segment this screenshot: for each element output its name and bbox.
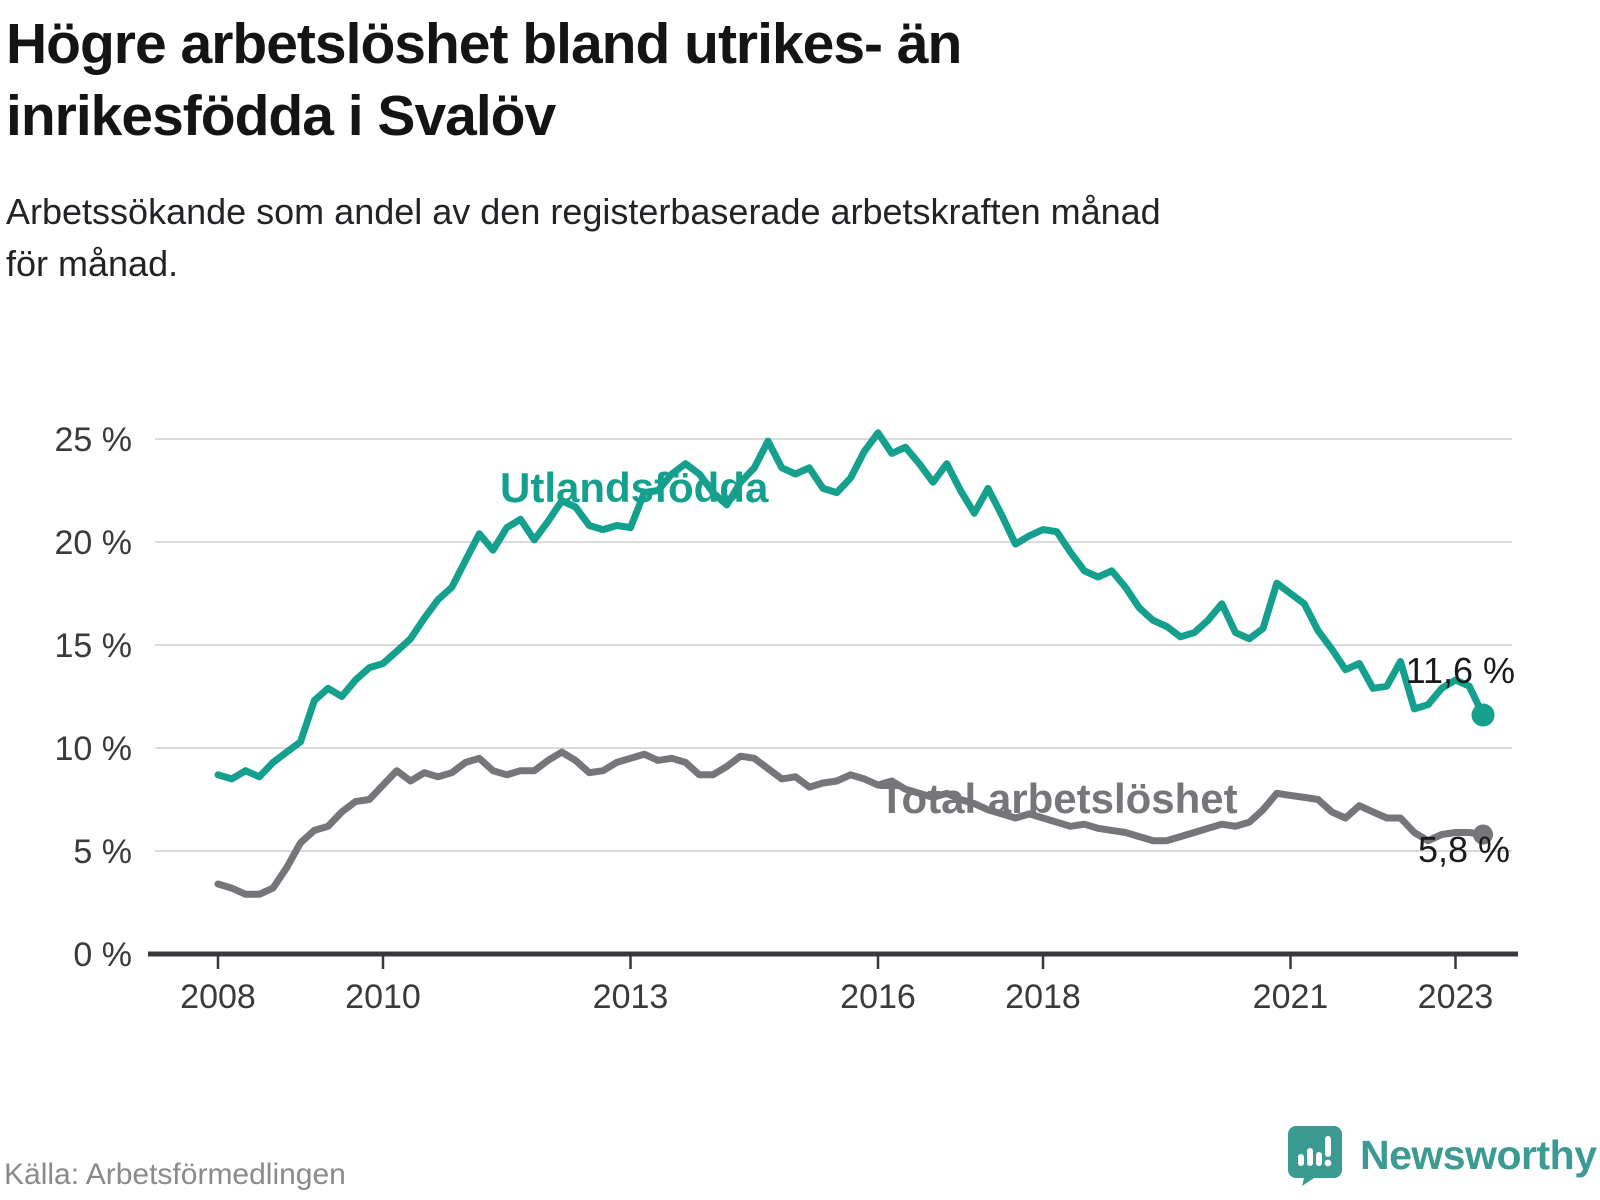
- exclamation-dot: [1324, 1159, 1332, 1167]
- bar-1: [1298, 1154, 1304, 1166]
- series-line-utlandsfodda: [214, 429, 1487, 783]
- y-tick-label: 20 %: [55, 524, 133, 562]
- end-value-total-arbetsloshet: 5,8 %: [1417, 829, 1510, 870]
- bar-3: [1316, 1152, 1322, 1166]
- y-tick-label: 0 %: [73, 936, 132, 974]
- chart-title: Högre arbetslöshet bland utrikes- än inr…: [6, 12, 962, 148]
- newsworthy-logo-text: Newsworthy: [1360, 1131, 1597, 1178]
- x-tick-label: 2013: [593, 978, 669, 1016]
- y-tick-label: 5 %: [73, 833, 132, 871]
- bar-2: [1307, 1148, 1313, 1166]
- x-tick-label: 2018: [1005, 978, 1081, 1016]
- x-tick-label: 2016: [840, 978, 916, 1016]
- speech-bubble-shape: [1288, 1126, 1342, 1186]
- newsworthy-logo: Newsworthy: [1286, 1124, 1597, 1186]
- x-tick-label: 2008: [180, 978, 256, 1016]
- series-line-total: [214, 748, 1487, 898]
- x-tick-label: 2023: [1418, 978, 1494, 1016]
- series-end-dot-utlandsfodda: [1471, 703, 1495, 727]
- chart-subtitle: Arbetssökande som andel av den registerb…: [6, 191, 1161, 284]
- y-tick-label: 15 %: [55, 627, 133, 665]
- series-label-total-arbetsloshet: Total arbetslöshet: [879, 775, 1238, 822]
- series-end-dot-total: [1473, 824, 1494, 845]
- series-label-utlandsfodda: Utlandsfödda: [500, 464, 769, 511]
- newsworthy-logo-icon: [1288, 1126, 1342, 1186]
- end-value-utlandsfodda: 11,6 %: [1405, 650, 1515, 691]
- x-tick-label: 2010: [345, 978, 421, 1016]
- exclamation-bar: [1325, 1136, 1331, 1157]
- source-note: Källa: Arbetsförmedlingen: [4, 1158, 346, 1191]
- y-tick-label: 10 %: [55, 730, 133, 768]
- x-tick-label: 2021: [1253, 978, 1329, 1016]
- y-tick-label: 25 %: [55, 421, 133, 459]
